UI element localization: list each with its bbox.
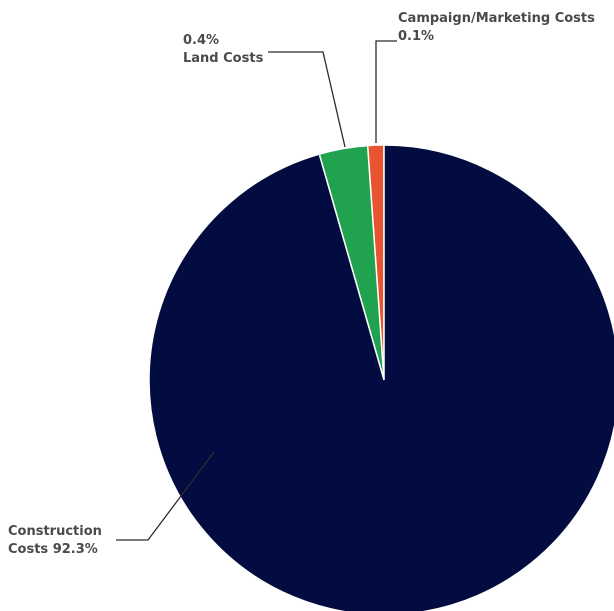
slice-labels: Campaign/Marketing Costs 0.1% 0.4% Land … (8, 11, 599, 557)
leader-line-campaign (375, 40, 397, 143)
leader-line-land (268, 51, 346, 148)
label-campaign: Campaign/Marketing Costs 0.1% (398, 11, 599, 44)
label-campaign-line-1: Campaign/Marketing Costs (398, 11, 595, 26)
leader-lines (116, 40, 397, 541)
label-land-line-2: Land Costs (183, 51, 264, 66)
label-campaign-line-2: 0.1% (398, 29, 434, 44)
label-construction-line-2: Costs 92.3% (8, 542, 98, 557)
label-land-line-1: 0.4% (183, 33, 219, 48)
label-land: 0.4% Land Costs (183, 33, 264, 66)
label-construction: Construction Costs 92.3% (8, 524, 106, 557)
label-construction-line-1: Construction (8, 524, 102, 539)
pie-slices (148, 144, 614, 611)
pie-slice-construction (148, 144, 614, 611)
leader-line-construction (116, 451, 215, 541)
